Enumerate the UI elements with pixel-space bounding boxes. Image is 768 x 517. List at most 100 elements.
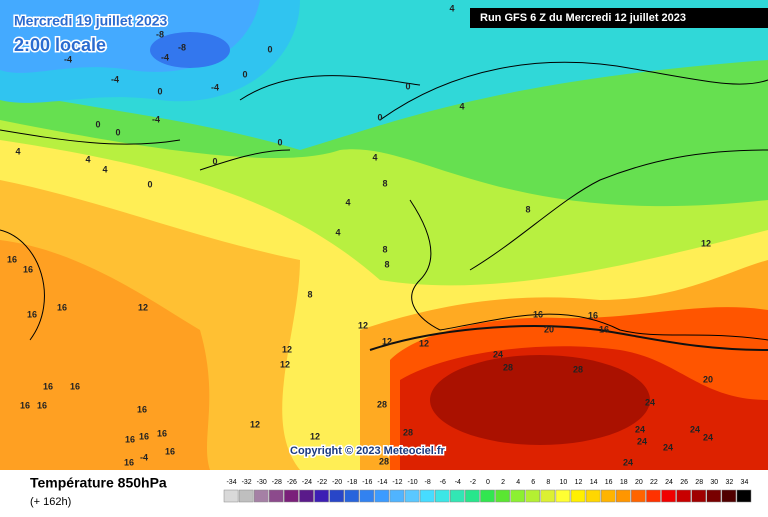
- contour-label: 20: [544, 324, 554, 334]
- contour-label: 24: [663, 442, 673, 452]
- contour-label: 16: [27, 309, 37, 319]
- legend-swatch: [404, 489, 420, 503]
- contour-label: 16: [157, 428, 167, 438]
- legend-label: -24: [302, 479, 312, 486]
- legend-label: 26: [680, 479, 688, 486]
- contour-label: 12: [358, 320, 368, 330]
- contour-label: 0: [147, 179, 152, 189]
- warm-area: [0, 240, 210, 470]
- contour-label: 0: [405, 81, 410, 91]
- legend-swatch: [284, 489, 299, 503]
- contour-label: -4: [152, 114, 160, 124]
- contour-label: 16: [43, 381, 53, 391]
- contour-label: -4: [140, 452, 148, 462]
- legend-swatch: [615, 489, 631, 503]
- legend-swatch: [374, 489, 390, 503]
- contour-label: 16: [599, 324, 609, 334]
- legend-swatch: [540, 489, 556, 503]
- legend-swatch: [676, 489, 691, 503]
- legend-label: 10: [560, 479, 568, 486]
- legend-label: -12: [392, 479, 402, 486]
- legend-swatch: [314, 489, 329, 503]
- contour-label: 16: [125, 434, 135, 444]
- legend-label: -28: [272, 479, 282, 486]
- legend-label: 8: [546, 479, 550, 486]
- legend-label: 34: [741, 479, 749, 486]
- contour-label: 24: [703, 432, 713, 442]
- legend-label: 14: [590, 479, 598, 486]
- hot-core: [430, 355, 650, 445]
- legend-swatch: [344, 489, 360, 503]
- contour-label: 4: [85, 154, 90, 164]
- contour-label: 28: [503, 362, 513, 372]
- legend-label: 0: [486, 479, 490, 486]
- legend-swatch: [510, 489, 525, 503]
- contour-label: 8: [382, 178, 387, 188]
- contour-label: 16: [57, 302, 67, 312]
- legend-label: -2: [470, 479, 476, 486]
- legend-label: 16: [605, 479, 613, 486]
- contour-label: 16: [124, 457, 134, 467]
- contour-label: 0: [115, 127, 120, 137]
- legend-label: 12: [575, 479, 583, 486]
- legend-label: 2: [501, 479, 505, 486]
- legend-swatch: [238, 489, 254, 503]
- legend-label: 20: [635, 479, 643, 486]
- contour-label: 16: [23, 264, 33, 274]
- legend-label: 30: [710, 479, 718, 486]
- contour-label: 28: [377, 399, 387, 409]
- legend-swatch: [359, 489, 375, 503]
- legend-swatch: [570, 489, 586, 503]
- contour-label: 12: [282, 344, 292, 354]
- legend-label: -34: [226, 479, 236, 486]
- legend-swatch: [465, 489, 480, 503]
- contour-label: 4: [345, 197, 350, 207]
- contour-label: 0: [212, 156, 217, 166]
- contour-label: 0: [157, 86, 162, 96]
- legend-label: -18: [347, 479, 357, 486]
- contour-label: 24: [637, 436, 647, 446]
- legend-swatch: [631, 489, 646, 503]
- color-legend: -34 -32 -30 -28 -26 -24 -22 -20 -18 -16 -14 -12 -10-…: [223, 479, 752, 503]
- legend-swatch: [691, 489, 706, 503]
- legend-label: -14: [377, 479, 387, 486]
- contour-label: 4: [102, 164, 107, 174]
- legend-swatch: [525, 489, 541, 503]
- legend-swatch: [555, 489, 571, 503]
- legend-label: 4: [516, 479, 520, 486]
- contour-label: 12: [382, 336, 392, 346]
- legend-label: 32: [725, 479, 733, 486]
- contour-label: 28: [573, 364, 583, 374]
- contour-label: 4: [449, 3, 454, 13]
- lead-time: (+ 162h): [30, 496, 71, 508]
- contour-label: 8: [384, 259, 389, 269]
- legend-label: 24: [665, 479, 673, 486]
- header-texts: Mercredi 19 juillet 2023 2:00 locale Cop…: [13, 11, 448, 458]
- contour-label: 12: [310, 431, 320, 441]
- legend-label: -8: [425, 479, 431, 486]
- contour-label: 0: [377, 112, 382, 122]
- legend-swatch: [736, 489, 752, 503]
- contour-label: 16: [7, 254, 17, 264]
- cold-core: [150, 32, 230, 68]
- run-box: [470, 8, 768, 28]
- contour-label: 12: [138, 302, 148, 312]
- legend-swatch: [646, 489, 661, 503]
- contour-label: 8: [525, 204, 530, 214]
- contour-label: -4: [211, 82, 219, 92]
- contour-labels: -8 -8 -4 -4 0 0 -4 0 -4 0 4 0 -4 0 0 4 4 4 0 0 0 4 8 4 4 8 8 8 8 12 16…: [7, 3, 713, 467]
- contour-label: 8: [382, 244, 387, 254]
- contour-label: 4: [372, 152, 377, 162]
- contour-label: 4: [459, 101, 464, 111]
- contour-label: -8: [178, 42, 186, 52]
- contour-label: -4: [161, 52, 169, 62]
- contour-label: 20: [703, 374, 713, 384]
- contour-label: 16: [588, 310, 598, 320]
- legend-swatch: [269, 489, 284, 503]
- field-title: Température 850hPa: [30, 475, 167, 491]
- legend-label: 28: [695, 479, 703, 486]
- contour-label: 16: [37, 400, 47, 410]
- legend-swatch: [450, 489, 465, 503]
- contour-label: 16: [20, 400, 30, 410]
